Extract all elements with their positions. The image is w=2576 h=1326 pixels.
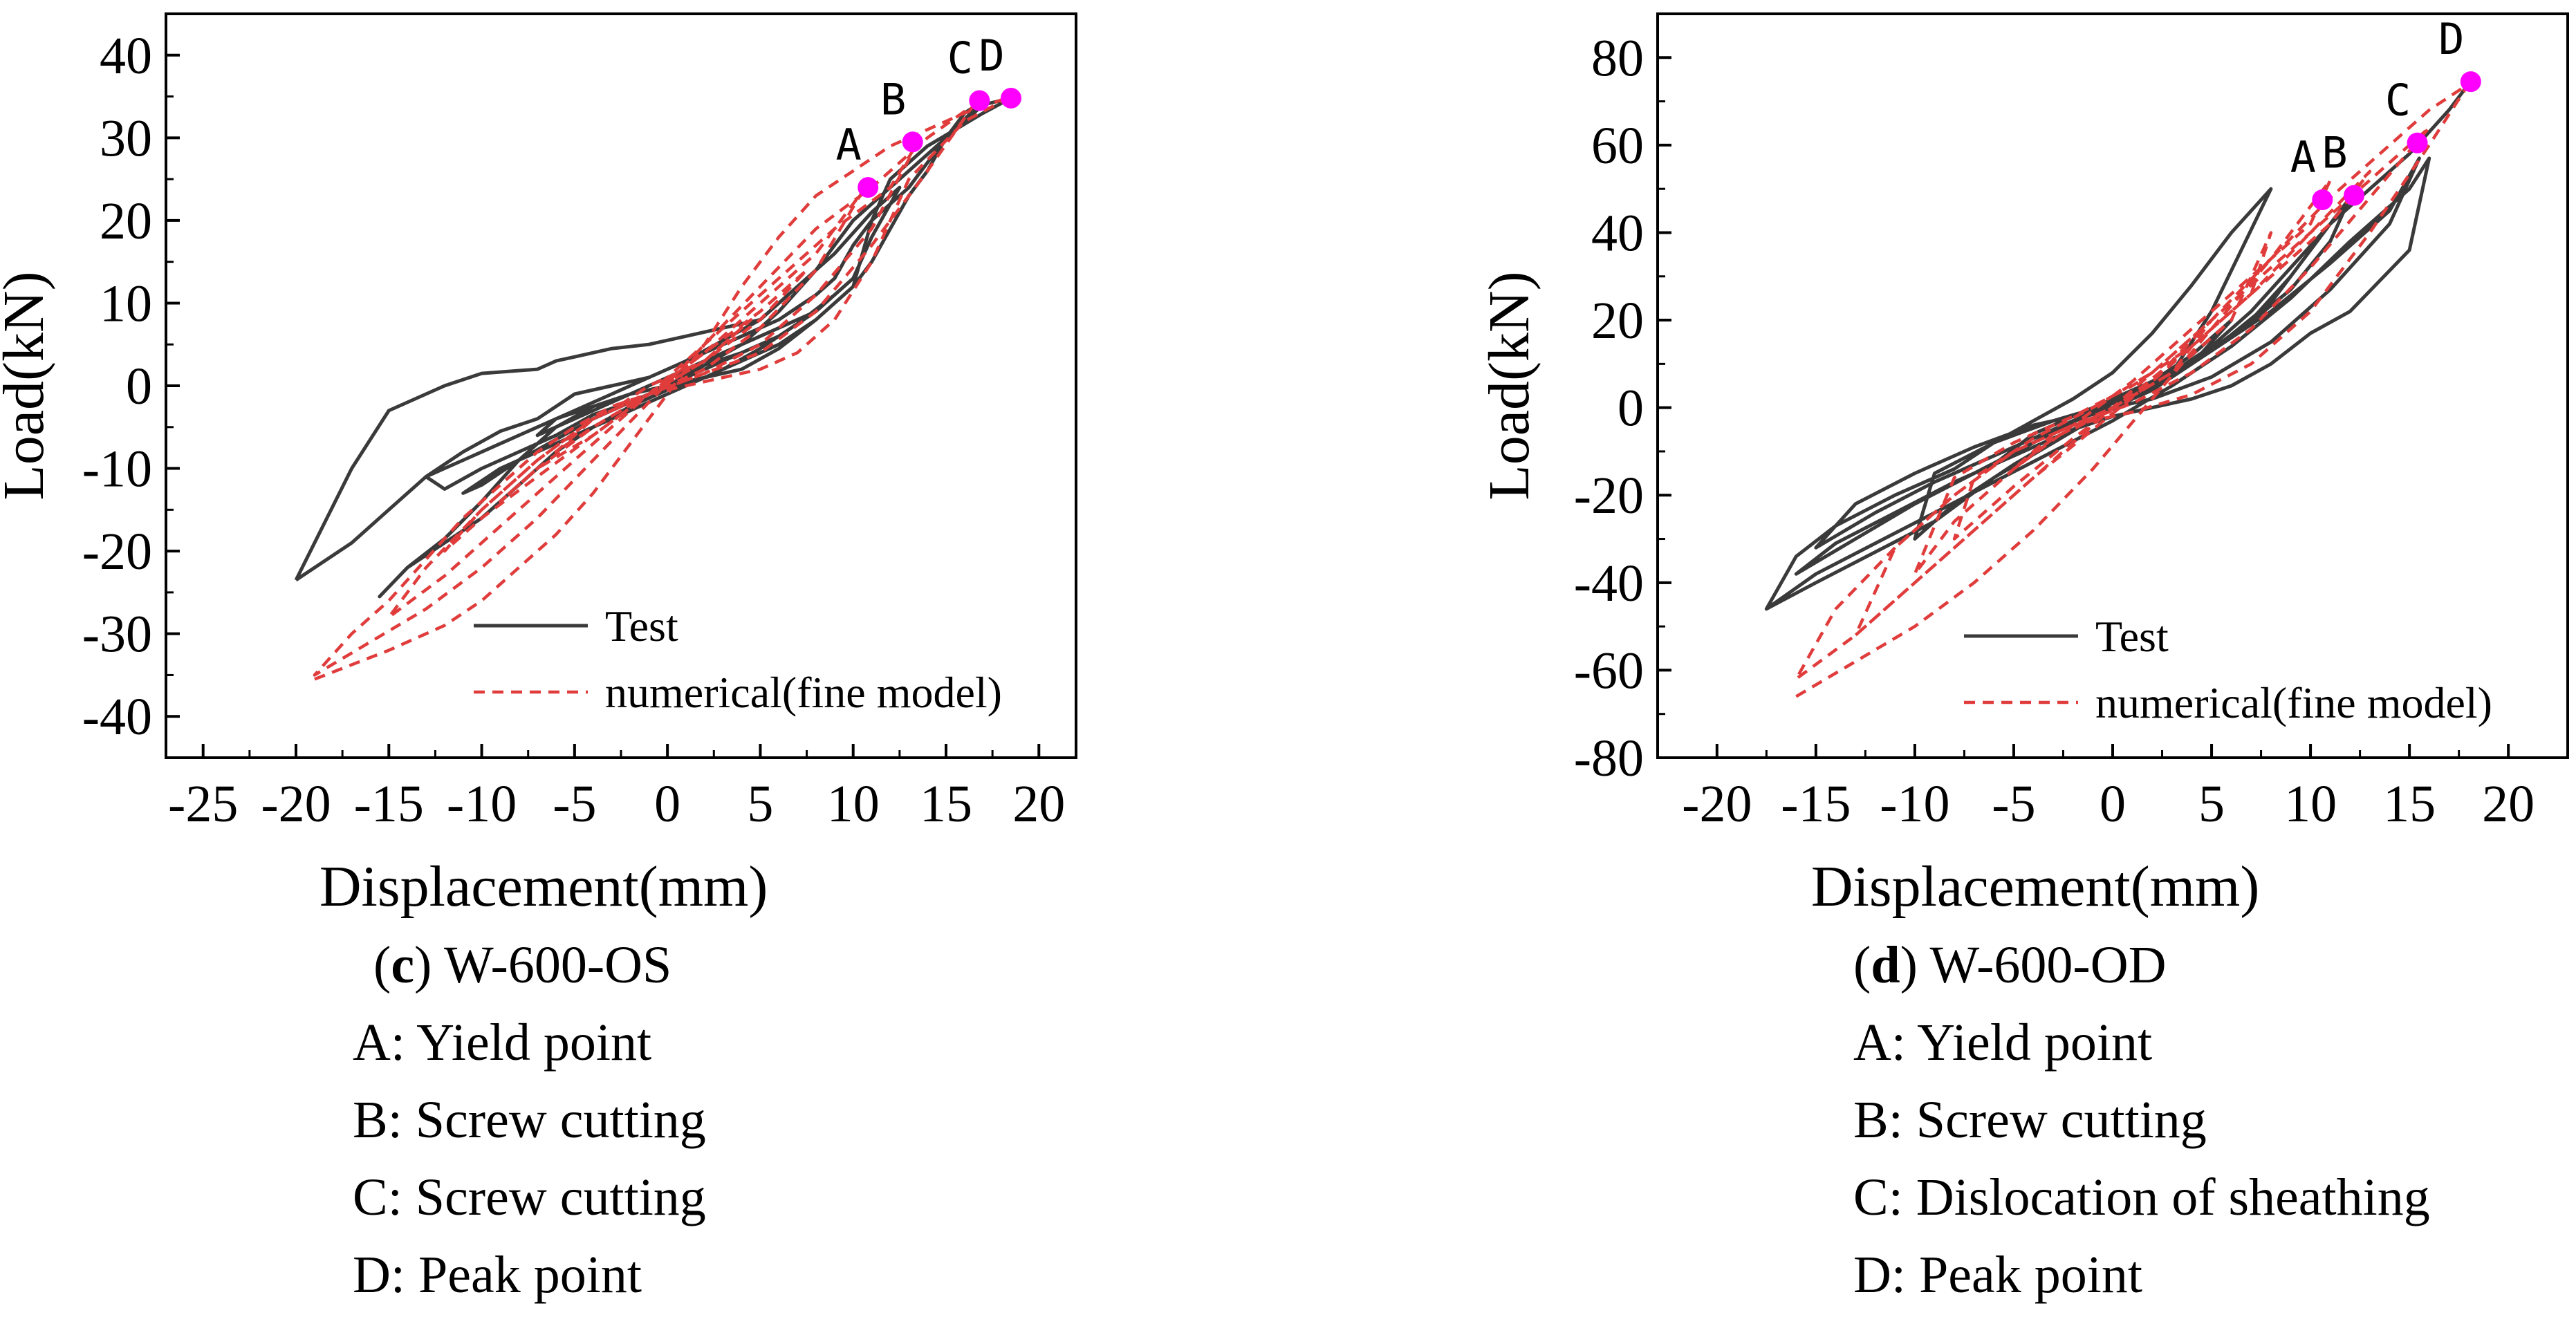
x-tick-label-c-8: 15 xyxy=(920,775,972,833)
point-marker-c-c xyxy=(969,90,990,111)
x-tick-label-d-7: 15 xyxy=(2383,775,2436,833)
caption-c-note-b: B: Screw cutting xyxy=(353,1091,706,1149)
x-tick-label-d-5: 5 xyxy=(2198,775,2225,833)
series-line-d-0 xyxy=(1764,82,2470,611)
point-marker-d-c xyxy=(2407,132,2428,153)
point-marker-d-a xyxy=(2312,189,2333,210)
y-tick-label-c-5: 10 xyxy=(100,274,152,333)
point-marker-c-a xyxy=(858,177,879,198)
point-label-c-b: B xyxy=(880,74,906,124)
point-label-d-b: B xyxy=(2322,128,2347,178)
caption-d-note-a: A: Yield point xyxy=(1853,1014,2153,1072)
x-tick-label-d-4: 0 xyxy=(2100,775,2126,833)
y-tick-label-d-4: 0 xyxy=(1618,380,1644,438)
x-tick-label-d-6: 10 xyxy=(2284,775,2337,833)
caption-c-name: W-600-OS xyxy=(443,936,672,994)
caption-d-letter: d xyxy=(1871,936,1900,994)
x-tick-label-d-8: 20 xyxy=(2482,775,2535,833)
caption-d: (d) W-600-OD A: Yield point B: Screw cut… xyxy=(1853,926,2430,1314)
caption-c-note-c: C: Screw cutting xyxy=(353,1168,706,1226)
caption-c-letter: c xyxy=(391,936,415,994)
x-tick-label-d-0: -20 xyxy=(1682,775,1752,833)
chart-w-600-od: -20 -15 -10 -5 0 5 10 15 20 -80 -60 -40 -20 0 20 40 60 80… xyxy=(1477,12,2569,919)
x-tick-label-c-9: 20 xyxy=(1012,775,1065,833)
caption-c-note-a: A: Yield point xyxy=(353,1014,652,1072)
series-line-c-1 xyxy=(294,317,761,581)
legend-label-test-d: Test xyxy=(2095,612,2169,661)
point-marker-d-b xyxy=(2344,185,2365,206)
x-tick-label-c-0: -25 xyxy=(168,775,238,833)
y-tick-label-c-6: 20 xyxy=(100,192,152,250)
y-tick-label-d-3: -20 xyxy=(1574,467,1644,525)
point-label-c-a: A xyxy=(836,120,862,170)
point-label-d-c: C xyxy=(2385,75,2411,126)
y-axis-label-c: Load(kN) xyxy=(0,271,56,500)
x-tick-label-d-2: -10 xyxy=(1880,775,1949,833)
caption-d-name: W-600-OD xyxy=(1929,936,2167,994)
caption-c-note-d: D: Peak point xyxy=(353,1246,642,1304)
y-tick-label-d-7: 60 xyxy=(1591,117,1644,175)
x-tick-label-c-1: -20 xyxy=(261,775,331,833)
y-tick-label-c-0: -40 xyxy=(82,688,152,746)
caption-d-note-d: D: Peak point xyxy=(1853,1246,2142,1304)
y-tick-label-d-5: 20 xyxy=(1591,292,1644,350)
series-line-c-2 xyxy=(313,95,1013,681)
y-tick-label-c-8: 40 xyxy=(100,27,152,85)
y-tick-label-d-1: -60 xyxy=(1574,642,1644,700)
caption-d-title: (d) W-600-OD xyxy=(1853,936,2167,994)
series-line-c-0 xyxy=(295,96,1013,599)
x-axis-label-c: Displacement(mm) xyxy=(319,855,768,919)
point-label-d-d: D xyxy=(2438,14,2464,64)
y-tick-label-c-4: 0 xyxy=(126,357,152,415)
point-marker-c-b xyxy=(902,131,923,153)
series-line-d-1 xyxy=(1795,82,2471,698)
caption-d-note-b: B: Screw cutting xyxy=(1853,1091,2207,1149)
legend-label-numerical-d: numerical(fine model) xyxy=(2095,678,2492,727)
chart-w-600-os: -25 -20 -15 -10 -5 0 5 10 15 20 -40 -30 -20 -10 0 10 20 3… xyxy=(0,12,1077,919)
point-label-c-d: D xyxy=(979,30,1004,81)
legend-label-numerical-c: numerical(fine model) xyxy=(605,668,1002,717)
caption-c-title: (c) W-600-OS xyxy=(373,936,672,994)
x-tick-label-d-1: -15 xyxy=(1781,775,1851,833)
y-tick-label-c-7: 30 xyxy=(100,109,152,167)
point-label-d-a: A xyxy=(2290,132,2316,183)
y-tick-label-c-1: -30 xyxy=(82,606,152,664)
point-marker-c-d xyxy=(1001,87,1021,109)
y-tick-label-c-3: -10 xyxy=(82,440,152,498)
legend-label-test-c: Test xyxy=(605,601,678,651)
point-label-c-c: C xyxy=(947,33,973,84)
x-tick-label-c-4: -5 xyxy=(553,775,596,833)
x-tick-label-c-3: -10 xyxy=(447,775,517,833)
y-tick-label-c-2: -20 xyxy=(82,523,152,581)
x-tick-label-c-6: 5 xyxy=(747,775,773,833)
y-tick-label-d-8: 80 xyxy=(1591,29,1644,87)
point-marker-d-d xyxy=(2460,71,2481,93)
y-tick-label-d-2: -40 xyxy=(1574,554,1644,613)
x-tick-label-c-2: -15 xyxy=(354,775,424,833)
y-tick-label-d-0: -80 xyxy=(1574,729,1644,787)
x-tick-label-d-3: -5 xyxy=(1992,775,2035,833)
y-tick-label-d-6: 40 xyxy=(1591,204,1644,262)
x-tick-label-c-5: 0 xyxy=(654,775,680,833)
caption-d-note-c: C: Dislocation of sheathing xyxy=(1853,1168,2430,1226)
caption-c: (c) W-600-OS A: Yield point B: Screw cut… xyxy=(353,926,706,1314)
y-axis-label-d: Load(kN) xyxy=(1477,271,1541,500)
x-tick-label-c-7: 10 xyxy=(827,775,880,833)
x-axis-label-d: Displacement(mm) xyxy=(1811,855,2259,919)
